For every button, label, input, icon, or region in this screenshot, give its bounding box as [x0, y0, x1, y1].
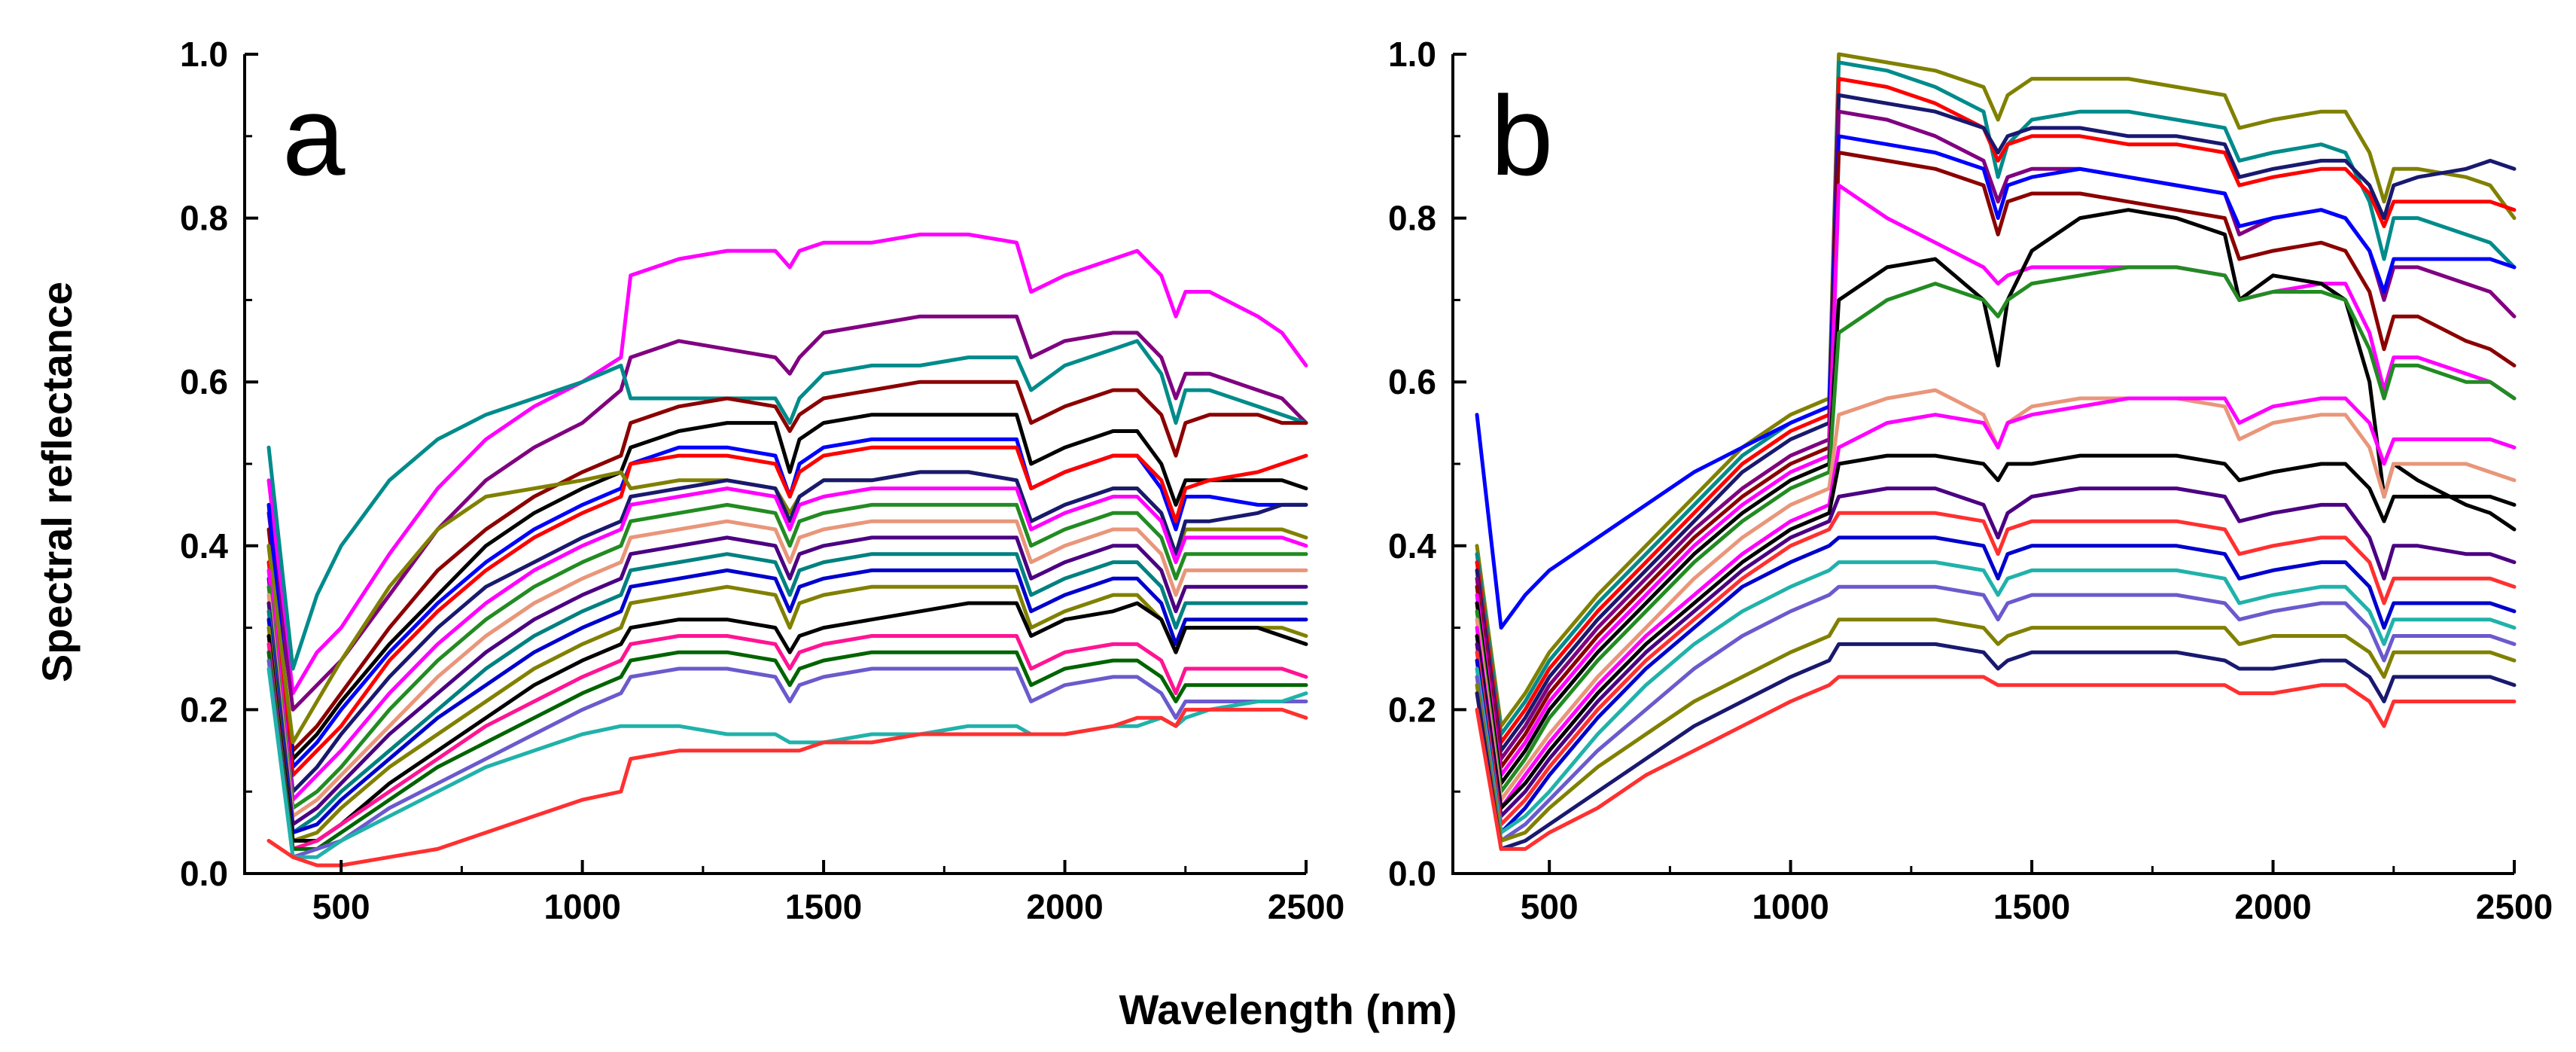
x-tick-label: 500: [1521, 887, 1579, 926]
y-tick-label: 0.8: [1388, 199, 1436, 238]
spectrum-line-a-5: [266, 413, 1308, 761]
x-tick-label: 2500: [2476, 887, 2553, 926]
spectrum-line-b-10: [1475, 265, 2517, 794]
y-tick-label: 0.2: [180, 690, 228, 729]
spectrum-line-b-5: [1475, 109, 2517, 761]
x-tick-label: 2000: [2234, 887, 2311, 926]
spectrum-line-a-22: [266, 707, 1308, 868]
spectrum-line-b-14: [1475, 486, 2517, 819]
y-tick-label: 0.4: [180, 526, 228, 566]
y-tick-label: 0.2: [1388, 690, 1436, 729]
x-tick-label: 2000: [1026, 887, 1103, 926]
x-tick-label: 1500: [785, 887, 862, 926]
spectrum-line-b-18: [1475, 584, 2517, 843]
spectrum-line-b-17: [1475, 560, 2517, 835]
spectrum-line-a-14: [266, 552, 1308, 835]
spectrum-line-b-1: [1475, 52, 2517, 728]
spectrum-line-b-6: [1475, 134, 2517, 630]
spectrum-line-a-18: [266, 634, 1308, 851]
chart-panel-b: 500 1000 1500 2000 2500 0.0 0.2 0.4 0.6 0.8 1.0 b: [1388, 35, 2553, 926]
y-tick-label: 1.0: [180, 35, 228, 74]
spectrum-line-b-16: [1475, 535, 2517, 835]
y-tick-label: 0.6: [180, 362, 228, 401]
spectrum-line-b-7: [1475, 151, 2517, 770]
spectrum-line-a-11: [266, 502, 1308, 810]
spectrum-line-a-12: [266, 519, 1308, 819]
x-axis-title: Wavelength (nm): [1119, 986, 1457, 1033]
y-axis-title: Spectral reflectance: [33, 282, 81, 682]
spectrum-line-a-15: [266, 568, 1308, 835]
x-tick-label: 1500: [1993, 887, 2070, 926]
y-tick-label: 1.0: [1388, 35, 1436, 74]
spectrum-line-b-4: [1475, 93, 2517, 753]
spectrum-line-b-12: [1475, 396, 2517, 810]
spectrum-line-a-9: [266, 470, 1308, 794]
spectrum-line-a-10: [266, 486, 1308, 802]
spectrum-line-a-4: [266, 380, 1308, 753]
spectrum-line-b-2: [1475, 60, 2517, 736]
spectrum-line-a-20: [266, 658, 1308, 859]
y-tick-label: 0.6: [1388, 362, 1436, 401]
x-tick-label: 1000: [1752, 887, 1828, 926]
y-tick-label: 0.4: [1388, 526, 1436, 566]
spectrum-line-b-15: [1475, 511, 2517, 827]
spectrum-line-a-1: [266, 232, 1308, 696]
spectrum-line-a-13: [266, 535, 1308, 827]
spectrum-line-a-3: [266, 339, 1308, 671]
spectrum-line-a-17: [266, 601, 1308, 843]
y-tick-label: 0.8: [180, 199, 228, 238]
spectrum-line-a-2: [266, 314, 1308, 712]
y-tick-label: 0.0: [1388, 854, 1436, 893]
spectrum-line-b-20: [1475, 642, 2517, 851]
x-tick-label: 500: [312, 887, 370, 926]
spectrum-line-b-21: [1475, 675, 2517, 851]
x-tick-label: 1000: [544, 887, 620, 926]
spectrum-line-b-11: [1475, 388, 2517, 802]
spectrum-line-b-9: [1475, 208, 2517, 785]
spectrum-line-b-3: [1475, 77, 2517, 745]
x-tick-label: 2500: [1268, 887, 1344, 926]
spectrum-line-b-13: [1475, 453, 2517, 810]
spectrum-line-a-7: [266, 445, 1308, 777]
panel-label-b: b: [1490, 72, 1553, 199]
spectrum-line-b-19: [1475, 617, 2517, 843]
chart-panel-a: 500 1000 1500 2000 2500 0.0 0.2 0.4 0.6 0.8 1.0 a: [180, 35, 1344, 926]
spectrum-line-a-6: [266, 437, 1308, 770]
y-tick-label: 0.0: [180, 854, 228, 893]
panel-label-a: a: [282, 72, 346, 199]
spectrum-line-a-19: [266, 650, 1308, 851]
